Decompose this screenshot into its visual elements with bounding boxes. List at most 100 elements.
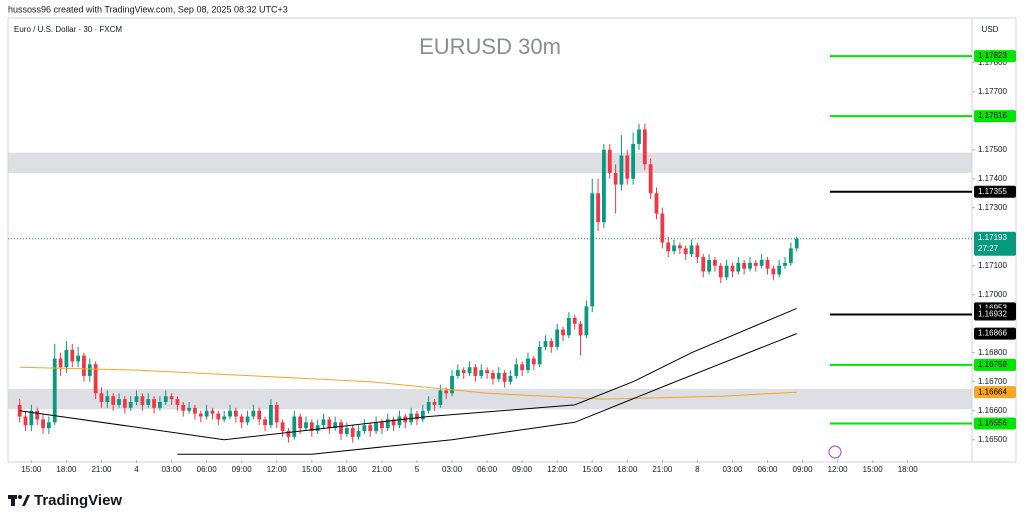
- candle-body: [385, 419, 390, 429]
- candle-body: [415, 413, 419, 420]
- candle-body: [672, 245, 676, 252]
- candle-body: [473, 367, 478, 376]
- currency: USD: [982, 25, 999, 34]
- candle-body: [461, 370, 466, 374]
- candle-body: [362, 425, 367, 432]
- candle-body: [64, 349, 69, 368]
- price-tag-label: 1.17193: [978, 233, 1007, 242]
- x-tick-label: 18:00: [56, 465, 77, 474]
- x-tick-label: 5: [415, 465, 420, 474]
- x-tick-label: 09:00: [232, 465, 253, 474]
- candle-body: [420, 410, 425, 420]
- candle-body: [444, 390, 449, 394]
- candle-body: [58, 358, 63, 368]
- candle-body: [321, 419, 326, 426]
- candle-body: [333, 422, 338, 429]
- level-tag-label: 1.16556: [978, 419, 1007, 428]
- countdown: 27:27: [978, 244, 999, 253]
- x-tick-label: 03:00: [442, 465, 463, 474]
- candle-body: [76, 355, 81, 362]
- candle-body: [35, 410, 40, 420]
- candle-body: [339, 422, 343, 434]
- ma-tag-label: 1.16664: [978, 387, 1007, 396]
- candle-body: [140, 396, 145, 405]
- x-tick-label: 12:00: [267, 465, 288, 474]
- candle-body: [210, 410, 215, 414]
- candle-body: [660, 213, 665, 243]
- ma-tag: [974, 327, 1016, 340]
- logo: TradingView: [34, 492, 122, 509]
- candle-body: [286, 431, 291, 437]
- candle-body: [432, 402, 437, 405]
- candle-body: [748, 262, 752, 269]
- watermark: EURUSD 30m: [419, 34, 561, 59]
- level-tag: [974, 50, 1016, 63]
- zone: [8, 388, 972, 410]
- candle-body: [683, 248, 688, 255]
- candle-body: [344, 428, 349, 434]
- x-tick-label: 15:00: [302, 465, 323, 474]
- candle-body: [315, 425, 320, 432]
- candle-body: [134, 396, 139, 403]
- candle-body: [397, 416, 402, 426]
- candle-body: [777, 265, 782, 275]
- candle-body: [269, 404, 273, 426]
- candle-body: [730, 265, 735, 272]
- candle-body: [602, 149, 606, 223]
- y-tick-label: 1.16800: [978, 348, 1007, 357]
- candle-body: [531, 358, 536, 365]
- level-tag-label: 1.16758: [978, 360, 1007, 369]
- candle-body: [724, 265, 729, 278]
- y-tick-label: 1.17500: [978, 145, 1007, 154]
- candle-body: [368, 425, 373, 432]
- candle-body: [409, 413, 414, 423]
- candle-body: [566, 317, 571, 336]
- logo-icon: [8, 495, 30, 506]
- candle-body: [637, 129, 641, 144]
- price-tag: [974, 231, 1016, 256]
- candle-body: [426, 402, 431, 411]
- y-tick-label: 1.17300: [978, 203, 1007, 212]
- x-tick-label: 06:00: [757, 465, 778, 474]
- x-tick-label: 15:00: [582, 465, 603, 474]
- candle-body: [216, 413, 221, 420]
- candle-body: [204, 410, 209, 417]
- candle-body: [491, 373, 495, 379]
- moving-average: [19, 307, 797, 441]
- ma-tag: [974, 386, 1016, 399]
- candle-body: [794, 238, 799, 249]
- x-tick-label: 03:00: [722, 465, 743, 474]
- x-tick-label: 4: [134, 465, 139, 474]
- event-icon: [828, 445, 842, 459]
- candle-body: [695, 245, 700, 258]
- candle-body: [163, 396, 168, 403]
- y-tick-label: 1.16500: [978, 435, 1007, 444]
- candle-body: [222, 416, 227, 420]
- candle-body: [783, 262, 787, 266]
- y-tick-label: 1.16600: [978, 406, 1007, 415]
- candle-body: [128, 402, 133, 408]
- candle-body: [718, 265, 723, 278]
- candle-body: [187, 407, 192, 411]
- candle-body: [46, 422, 51, 429]
- candle-body: [607, 149, 612, 173]
- candle-body: [374, 422, 378, 432]
- x-tick-label: 18:00: [898, 465, 919, 474]
- level-tag-label: 1.16932: [978, 310, 1007, 319]
- candle-body: [87, 364, 92, 376]
- candle-body: [105, 396, 110, 403]
- candle-body: [356, 431, 361, 437]
- candle-body: [17, 404, 22, 417]
- candle-body: [689, 245, 694, 255]
- candle-body: [736, 262, 741, 272]
- candle-body: [152, 399, 156, 408]
- candle-body: [146, 399, 151, 405]
- candle-body: [304, 422, 308, 429]
- candle-body: [198, 413, 203, 417]
- level-tag-label: 1.17355: [978, 187, 1007, 196]
- moving-average: [177, 333, 797, 455]
- level-tag: [974, 185, 1016, 198]
- level-tag: [974, 110, 1016, 123]
- candle-body: [537, 346, 542, 365]
- candle-body: [467, 367, 472, 374]
